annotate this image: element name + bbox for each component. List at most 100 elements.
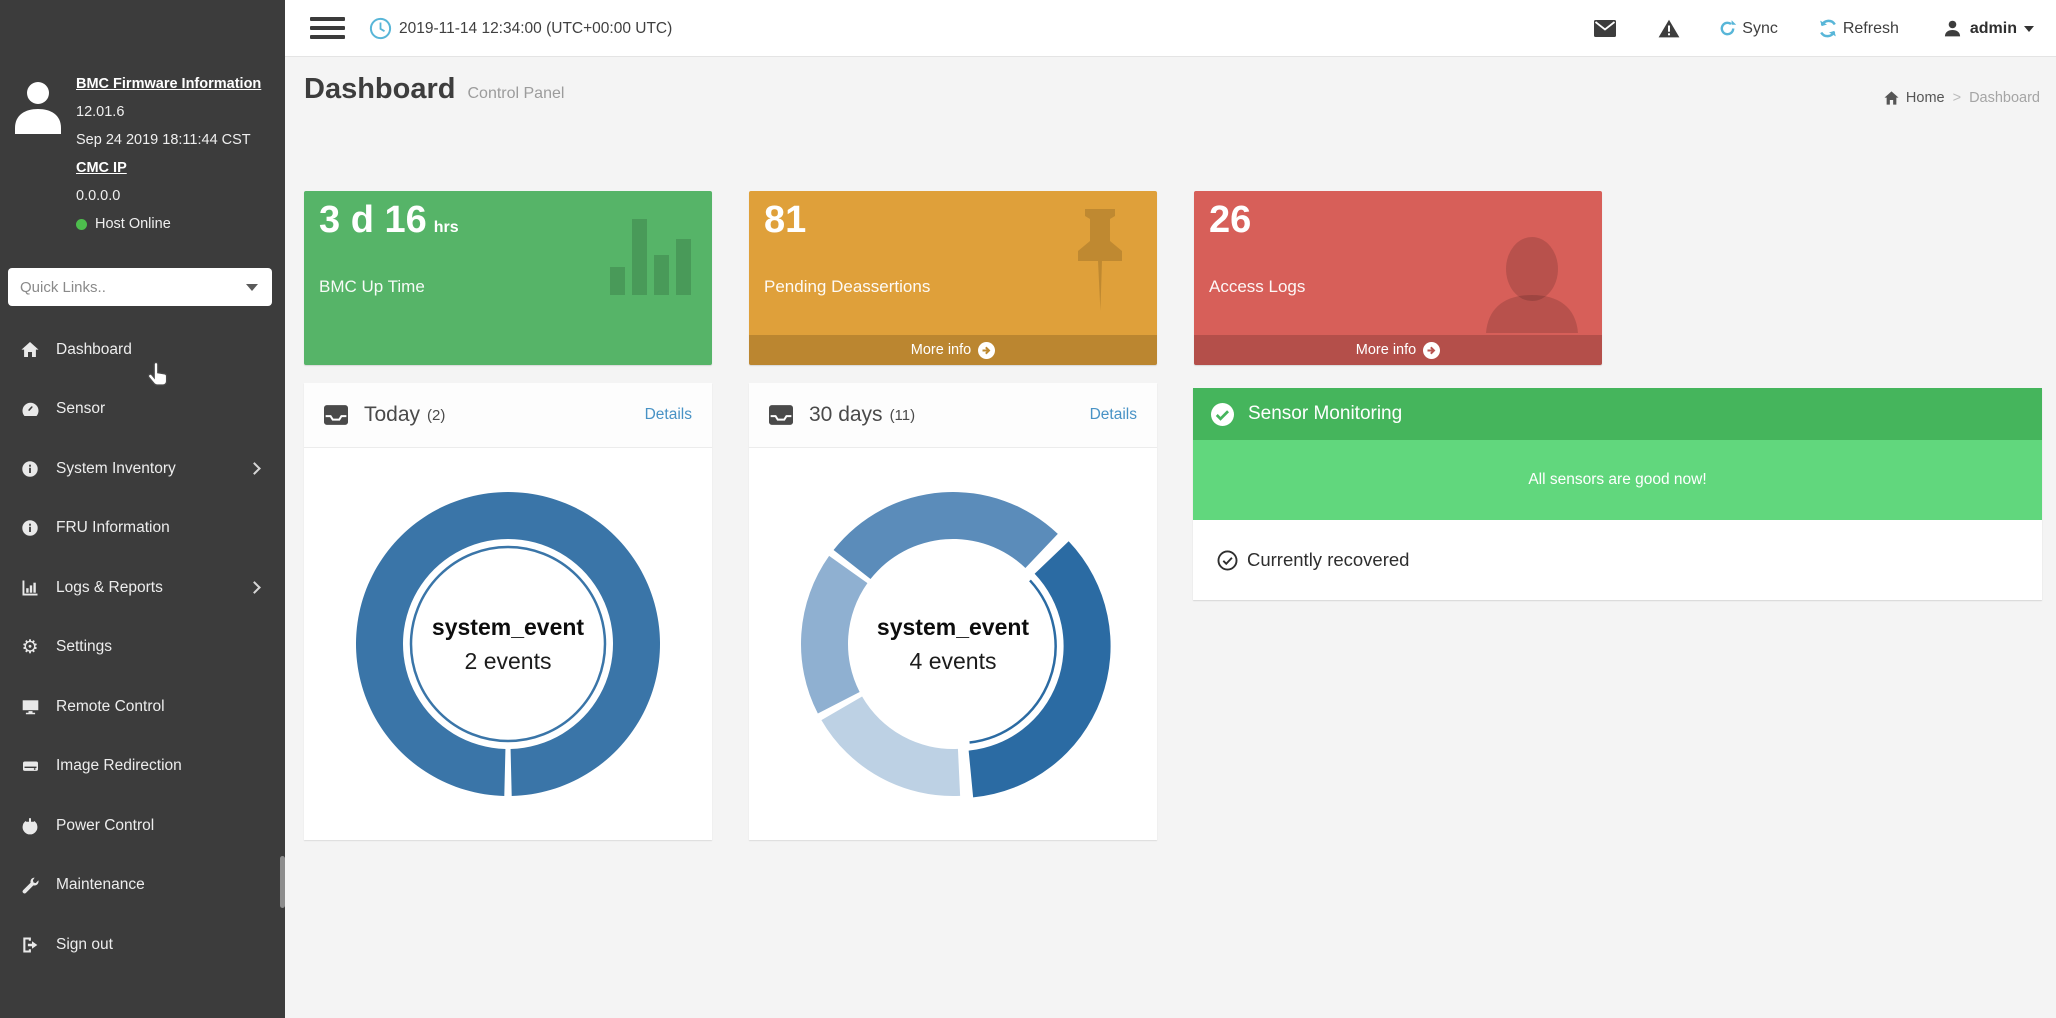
check-circle-icon [1211,402,1234,426]
sidebar-nav: Dashboard Sensor System Inventory FRU Infor… [0,320,285,975]
inbox-icon [769,405,793,425]
sidebar-item-system-inventory[interactable]: System Inventory [0,439,285,499]
refresh-icon [1820,19,1836,38]
more-info-button[interactable]: More info [749,335,1157,365]
chevron-right-icon [248,581,261,595]
sensor-status-message: All sensors are good now! [1528,471,1707,488]
details-link[interactable]: Details [1089,406,1137,423]
sidebar-item-maintenance[interactable]: Maintenance [0,856,285,916]
chevron-right-icon [248,462,261,476]
panel-count: (11) [889,406,916,424]
sidebar-item-fru-information[interactable]: FRU Information [0,499,285,559]
messages-button[interactable] [1594,20,1617,37]
bmc-uptime-card: 3 d 16 hrs BMC Up Time [304,191,712,365]
gear-icon: ⚙ [21,636,39,658]
access-logs-value: 26 [1209,199,1252,241]
clock-icon [369,17,392,40]
panel-title: Today [364,403,421,426]
page-subtitle: Control Panel [467,85,565,102]
cmc-ip-link[interactable]: CMC IP [76,160,127,176]
bar-chart-icon [18,579,42,597]
pending-deassertions-card: 81 Pending Deassertions More info [749,191,1157,365]
main-content: Dashboard Control Panel Home > Dashboard… [285,57,2056,1018]
arrow-circle-right-icon [1423,341,1441,359]
sync-button[interactable]: Sync [1718,19,1778,38]
breadcrumb-home-link[interactable]: Home [1905,90,1945,106]
details-link[interactable]: Details [644,406,692,423]
drive-icon [18,757,42,775]
panel-count: (2) [427,406,446,424]
envelope-icon [1594,20,1617,37]
quick-links-placeholder: Quick Links.. [20,278,106,296]
person-silhouette-icon [1486,237,1578,333]
sidebar-item-sign-out[interactable]: Sign out [0,915,285,975]
pin-icon [1078,209,1122,311]
events-30days-donut[interactable]: system_event 4 events [793,484,1113,804]
firmware-build-date: Sep 24 2019 18:11:44 CST [76,132,251,148]
mouse-cursor [147,361,168,386]
bar-graph-icon [610,219,691,295]
user-menu[interactable]: admin [1943,19,2034,38]
warning-triangle-icon [1658,19,1680,38]
topbar: 2019-11-14 12:34:00 (UTC+00:00 UTC) Sync [285,0,2056,57]
sensor-status-banner: All sensors are good now! [1193,440,2042,520]
uptime-unit: hrs [433,219,459,236]
info-circle-icon [18,519,42,537]
breadcrumb-current: Dashboard [1969,90,2040,106]
caret-down-icon [2024,25,2034,32]
sidebar-item-image-redirection[interactable]: Image Redirection [0,737,285,797]
sensor-monitoring-panel: Sensor Monitoring All sensors are good n… [1193,388,2042,600]
access-logs-label: Access Logs [1209,277,1306,296]
sidebar-item-sensor[interactable]: Sensor [0,380,285,440]
events-30days-panel: 30 days (11) Details system_event 4 even… [749,383,1157,840]
panel-title: 30 days [809,403,883,426]
power-icon [18,817,42,835]
sensor-recovered-row[interactable]: Currently recovered [1193,520,2042,600]
host-online-dot-icon [76,219,87,230]
sidebar-item-settings[interactable]: ⚙ Settings [0,618,285,678]
sidebar-scrollbar[interactable] [280,856,285,908]
more-info-button[interactable]: More info [1194,335,1602,365]
host-status: Host Online [76,216,261,233]
refresh-button[interactable]: Refresh [1818,19,1899,38]
firmware-version: 12.01.6 [76,104,125,120]
stat-cards-row: 3 d 16 hrs BMC Up Time 81 Pending Deasser… [304,191,1639,365]
user-icon [1944,20,1960,37]
quick-links-select[interactable]: Quick Links.. [8,268,272,306]
sidebar-item-logs-reports[interactable]: Logs & Reports [0,558,285,618]
sidebar-item-remote-control[interactable]: Remote Control [0,677,285,737]
sensor-monitoring-header: Sensor Monitoring [1193,388,2042,440]
sign-out-icon [18,936,42,954]
uptime-label: BMC Up Time [319,277,425,296]
sync-icon [1720,20,1737,36]
user-avatar-icon [15,82,61,134]
bmc-firmware-info-link[interactable]: BMC Firmware Information [76,76,262,92]
sidebar-item-dashboard[interactable]: Dashboard [0,320,285,380]
menu-hamburger-icon[interactable] [310,17,345,44]
chevron-down-icon [246,283,258,291]
events-today-donut[interactable]: system_event 2 events [348,484,668,804]
sidebar-item-power-control[interactable]: Power Control [0,796,285,856]
home-icon [1884,91,1899,105]
check-circle-outline-icon [1217,550,1238,570]
sidebar: BMC Firmware Information 12.01.6 Sep 24 … [0,0,285,1018]
alerts-button[interactable] [1658,19,1680,38]
breadcrumb-separator: > [1952,90,1962,106]
sensor-recovered-label: Currently recovered [1247,549,1410,570]
pending-deassertions-value: 81 [764,199,807,241]
wrench-icon [18,876,42,894]
access-logs-card: 26 Access Logs More info [1194,191,1602,365]
pending-deassertions-label: Pending Deassertions [764,277,931,296]
page-title: Dashboard [304,73,456,105]
gauge-icon [18,400,42,419]
uptime-value: 3 d 16 [319,199,427,241]
info-circle-icon [18,460,42,478]
monitor-icon [18,698,42,716]
inbox-icon [324,405,348,425]
home-icon [18,341,42,359]
cmc-ip-value: 0.0.0.0 [76,188,121,204]
system-datetime: 2019-11-14 12:34:00 (UTC+00:00 UTC) [399,19,673,37]
arrow-circle-right-icon [978,341,996,359]
sensor-panel-title: Sensor Monitoring [1248,403,1403,424]
breadcrumb: Home > Dashboard [1884,90,2040,106]
